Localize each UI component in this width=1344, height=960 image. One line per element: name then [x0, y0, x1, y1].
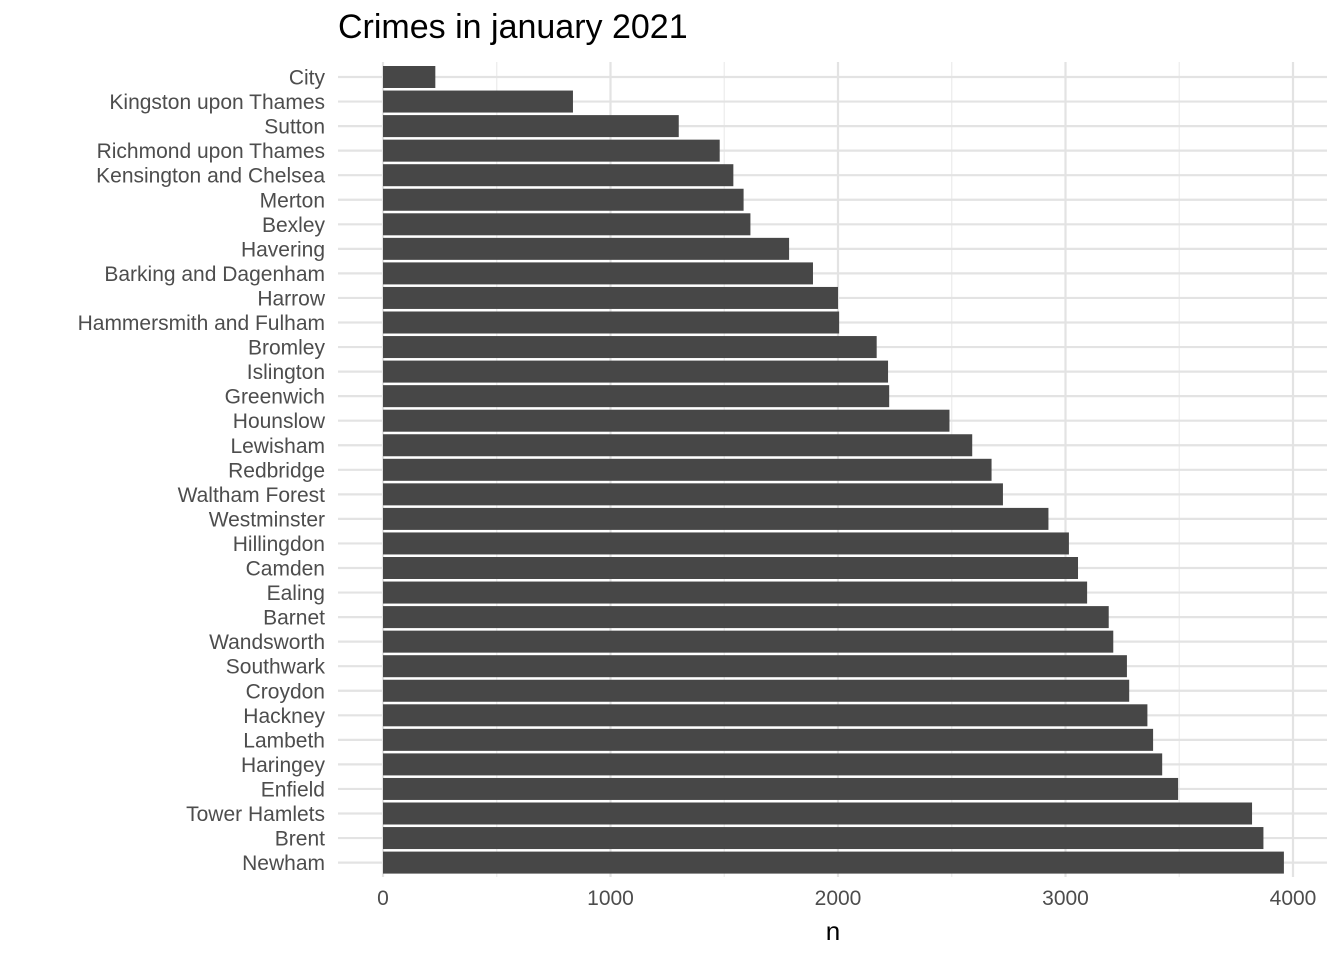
x-axis-tick-labels: 0 1000 2000 3000 4000 — [377, 887, 1316, 910]
category-label: Camden — [246, 558, 325, 581]
category-label: Waltham Forest — [178, 484, 326, 507]
category-label: Hounslow — [233, 410, 326, 433]
bar — [383, 557, 1079, 579]
bar — [383, 409, 950, 432]
bar — [383, 655, 1127, 678]
category-label: Kingston upon Thames — [109, 91, 325, 114]
chart-title: Crimes in january 2021 — [338, 8, 688, 46]
category-label: Redbridge — [228, 459, 325, 482]
category-label: Newham — [242, 852, 325, 875]
bar — [383, 827, 1264, 850]
category-label: Kensington and Chelsea — [96, 165, 325, 188]
category-label: City — [289, 67, 326, 90]
category-label: Ealing — [267, 582, 325, 605]
x-tick-label: 3000 — [1042, 887, 1089, 910]
bar — [383, 630, 1114, 653]
x-tick-label: 2000 — [815, 887, 862, 910]
category-label: Islington — [247, 361, 325, 384]
bar — [383, 286, 838, 309]
bar — [383, 213, 751, 236]
category-label: Southwark — [226, 656, 326, 679]
x-tick-label: 1000 — [587, 887, 634, 910]
bar — [383, 188, 744, 211]
bar — [383, 679, 1130, 702]
category-label: Merton — [260, 189, 325, 212]
bar — [383, 851, 1284, 874]
category-label: Havering — [241, 238, 325, 261]
category-label: Hillingdon — [233, 533, 325, 556]
bar — [383, 753, 1163, 776]
bar — [383, 606, 1109, 629]
bar — [383, 90, 573, 113]
category-label: Westminster — [209, 508, 325, 531]
category-label: Richmond upon Thames — [97, 140, 325, 163]
category-label: Bexley — [262, 214, 326, 237]
bar — [383, 115, 679, 138]
x-tick-label: 0 — [377, 887, 389, 910]
bar — [383, 483, 1003, 506]
category-label: Barnet — [263, 607, 325, 630]
category-label: Brent — [275, 828, 325, 851]
category-label: Barking and Dagenham — [104, 263, 325, 286]
bar — [383, 336, 877, 359]
category-label: Lambeth — [243, 729, 325, 752]
category-label: Hackney — [243, 705, 325, 728]
category-label: Wandsworth — [209, 631, 325, 654]
category-label: Haringey — [241, 754, 326, 777]
category-label: Croydon — [246, 680, 325, 703]
bar — [383, 237, 790, 260]
bar — [383, 164, 734, 187]
category-label: Hammersmith and Fulham — [78, 312, 325, 335]
bar — [383, 777, 1179, 800]
category-label: Tower Hamlets — [186, 803, 325, 826]
bar — [383, 704, 1148, 727]
x-tick-label: 4000 — [1270, 887, 1317, 910]
category-label: Bromley — [248, 337, 326, 360]
bar — [383, 139, 720, 162]
bar — [383, 507, 1049, 530]
bar — [383, 66, 436, 88]
bar — [383, 532, 1069, 555]
bar — [383, 458, 992, 481]
bar — [383, 728, 1154, 751]
bar — [383, 311, 840, 334]
bar — [383, 434, 973, 457]
bar — [383, 581, 1088, 604]
bar — [383, 802, 1253, 825]
bar — [383, 385, 890, 408]
category-label: Harrow — [257, 287, 326, 310]
bars — [383, 66, 1284, 874]
category-label: Greenwich — [225, 386, 325, 409]
category-label: Enfield — [261, 778, 325, 801]
category-label: Sutton — [264, 116, 325, 139]
bar — [383, 360, 889, 383]
x-axis-title: n — [826, 916, 840, 946]
bar — [383, 262, 813, 285]
category-label: Lewisham — [230, 435, 325, 458]
